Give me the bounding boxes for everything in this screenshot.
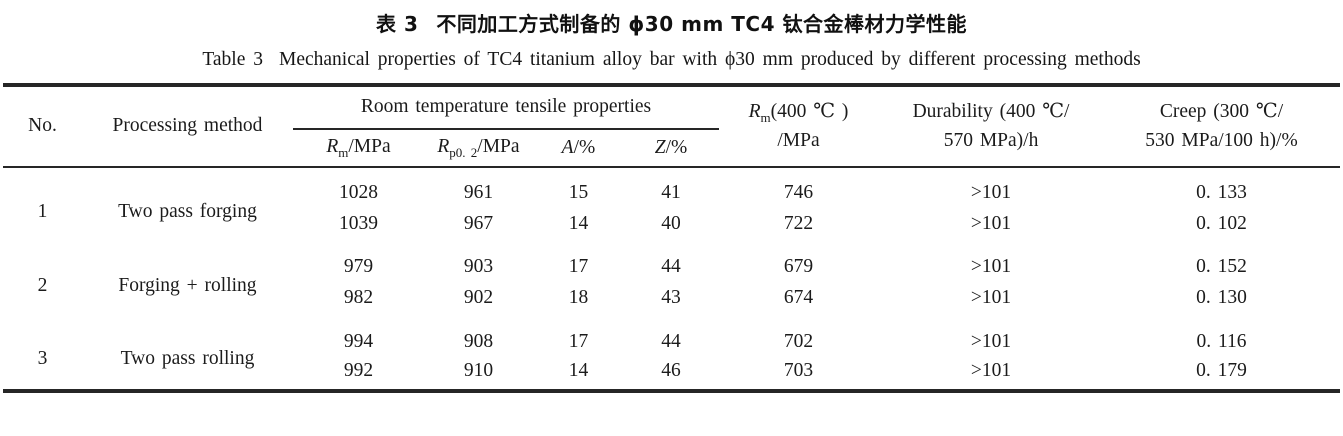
- cell-rp02: 910: [463, 360, 494, 382]
- cell-z: 44: [661, 330, 681, 352]
- header-a: A/%: [533, 129, 624, 168]
- cell-a: 15: [568, 182, 589, 203]
- cell-no: 1: [37, 200, 48, 222]
- table-caption-en-text: Mechanical properties of TC4 titanium al…: [278, 49, 1141, 70]
- cell-rp02: 903: [463, 256, 494, 278]
- cell-rm: 979: [343, 256, 374, 278]
- cell-z: 44: [661, 256, 681, 278]
- cell-rm400: 679: [783, 256, 814, 278]
- cell-durability: >101: [970, 287, 1012, 309]
- cell-rp02: 967: [463, 212, 494, 234]
- header-durability-line2: 570 MPa)/h: [943, 129, 1039, 151]
- cell-a: 17: [568, 256, 589, 278]
- header-creep-line1: Creep (300 ℃/: [1159, 101, 1284, 123]
- cell-durability: >101: [970, 330, 1012, 352]
- cell-creep: 0. 116: [1196, 330, 1247, 352]
- cell-rm400: 722: [783, 212, 814, 234]
- header-processing-method: Processing method: [81, 85, 294, 168]
- header-durability-line1: Durability (400 ℃/: [912, 101, 1070, 123]
- cell-rm: 1028: [338, 182, 378, 203]
- cell-z: 46: [661, 360, 681, 382]
- cell-creep: 0. 130: [1196, 287, 1247, 309]
- cell-z: 40: [661, 212, 681, 234]
- cell-method: Two pass forging: [118, 200, 257, 222]
- cell-creep: 0. 133: [1196, 182, 1247, 203]
- cell-creep: 0. 102: [1196, 212, 1247, 234]
- cell-durability: >101: [970, 360, 1012, 382]
- header-durability: Durability (400 ℃/ 570 MPa)/h: [878, 85, 1104, 168]
- header-rm: Rm/MPa: [293, 129, 424, 168]
- header-no: No.: [3, 85, 82, 168]
- table-row: 982 902 18 43 674 >101 0. 130: [3, 280, 1339, 317]
- cell-rp02: 902: [463, 287, 494, 309]
- table-row: 2 Forging + rolling 979 903 17 44 679 >1…: [3, 242, 1339, 296]
- cell-durability: >101: [970, 256, 1012, 278]
- cell-method: Forging + rolling: [118, 274, 257, 296]
- cell-rm: 992: [343, 360, 374, 382]
- header-z: Z/%: [623, 129, 719, 168]
- table-row: 1039 967 14 40 722 >101 0. 102: [3, 205, 1339, 242]
- header-rp02: Rp0. 2/MPa: [423, 129, 534, 168]
- table-row: 3 Two pass rolling 994 908 17 44 702 >10…: [3, 317, 1339, 370]
- cell-rm400: 702: [783, 330, 814, 352]
- header-tensile-group: Room temperature tensile properties: [293, 85, 719, 130]
- cell-rm400: 674: [783, 287, 814, 309]
- table-caption-zh-label: 表 3: [376, 12, 419, 36]
- cell-rm: 994: [343, 330, 374, 352]
- cell-rm: 1039: [338, 212, 378, 234]
- cell-no: 3: [37, 348, 48, 370]
- cell-method: Two pass rolling: [120, 348, 255, 370]
- cell-rm: 982: [343, 287, 374, 309]
- header-creep: Creep (300 ℃/ 530 MPa/100 h)/%: [1103, 85, 1340, 168]
- header-rm-400: Rm(400 ℃ ) /MPa: [718, 85, 879, 168]
- table-caption-zh-text: 不同加工方式制备的 ϕ30 mm TC4 钛合金棒材力学性能: [436, 12, 967, 36]
- cell-a: 14: [568, 360, 589, 382]
- table-caption-zh: 表 3 不同加工方式制备的 ϕ30 mm TC4 钛合金棒材力学性能: [0, 0, 1343, 37]
- table-row: 992 910 14 46 703 >101 0. 179: [3, 354, 1339, 391]
- table-caption-en: Table 3 Mechanical properties of TC4 tita…: [0, 49, 1343, 71]
- properties-table: No. Processing method Room temperature t…: [3, 83, 1340, 394]
- header-rm-400-line1: Rm(400 ℃ ): [748, 100, 849, 125]
- cell-a: 14: [568, 212, 589, 234]
- cell-creep: 0. 152: [1196, 256, 1247, 278]
- cell-no: 2: [37, 274, 48, 296]
- cell-rp02: 908: [463, 330, 494, 352]
- cell-durability: >101: [970, 182, 1012, 203]
- cell-a: 17: [568, 330, 589, 352]
- cell-z: 41: [661, 182, 681, 203]
- cell-rp02: 961: [463, 182, 494, 203]
- cell-z: 43: [661, 287, 681, 309]
- cell-a: 18: [568, 287, 589, 309]
- cell-rm400: 703: [783, 360, 814, 382]
- cell-creep: 0. 179: [1196, 360, 1247, 382]
- header-rm-400-line2: /MPa: [777, 130, 820, 152]
- table-row: 1 Two pass forging 1028 961 15 41 746 >1…: [3, 167, 1339, 222]
- table-caption-en-label: Table 3: [202, 49, 263, 70]
- header-creep-line2: 530 MPa/100 h)/%: [1145, 129, 1298, 151]
- cell-durability: >101: [970, 212, 1012, 234]
- cell-rm400: 746: [783, 182, 814, 203]
